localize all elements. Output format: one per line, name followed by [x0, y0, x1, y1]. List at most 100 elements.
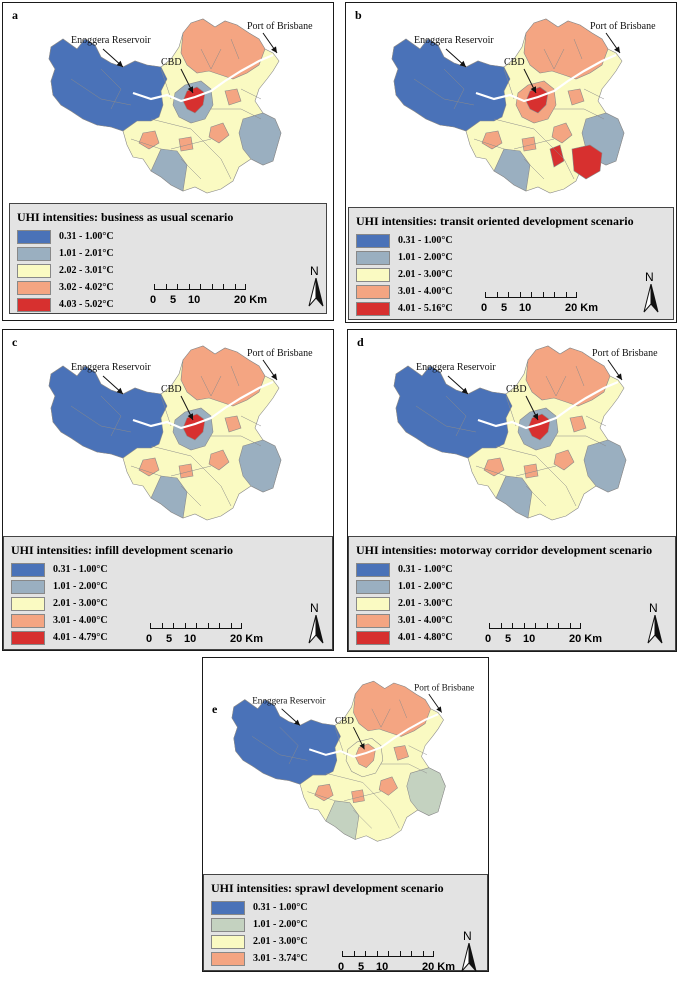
suburb-boundary	[583, 88, 605, 100]
map-region-hotspot	[138, 130, 160, 150]
suburb-boundary	[211, 108, 262, 120]
suburb-boundary	[160, 395, 172, 427]
legend-swatch	[356, 613, 390, 628]
panel-letter: b	[355, 8, 362, 22]
suburb-boundary	[190, 128, 232, 180]
reservoir-arrow-head	[116, 60, 123, 67]
scale-tick	[177, 284, 178, 290]
legend-item: 1.01 - 2.00°C	[11, 579, 108, 594]
legend-range-label: 3.01 - 4.00°C	[53, 615, 108, 626]
suburb-boundary	[240, 415, 262, 427]
legend: UHI intensities: motorway corridor devel…	[348, 536, 676, 651]
legend-item: 3.01 - 4.00°C	[11, 613, 108, 628]
suburb-boundary	[344, 791, 382, 802]
suburb-boundary	[230, 365, 240, 387]
scale-label: 20 Km	[565, 302, 599, 314]
map-region-hotspot	[393, 745, 409, 761]
north-arrow-icon: N	[306, 601, 326, 645]
legend-range-label: 4.01 - 4.80°C	[398, 632, 453, 643]
legend-range-label: 1.01 - 2.01°C	[59, 248, 114, 259]
legend-range-label: 3.01 - 3.74°C	[253, 953, 308, 964]
scale-bar: 0 5 10 20 Km	[150, 282, 280, 318]
scale-label: 0	[146, 633, 153, 645]
suburb-boundary	[100, 68, 122, 110]
map-region-east	[238, 439, 282, 493]
scale-tick	[188, 284, 190, 290]
map-panel-c: c Enoggera Reservoir CBD Port of Brisbane …	[2, 329, 334, 651]
suburb-boundary	[325, 772, 363, 783]
map-panel-a: a Enoggera Reservoir CBD Port of Brisbane …	[2, 2, 334, 321]
map-region-hotspot	[208, 449, 230, 471]
suburb-boundary	[445, 395, 467, 437]
suburb-boundary	[408, 745, 428, 756]
legend-item: 4.01 - 4.80°C	[356, 630, 453, 645]
map-region-northeast	[180, 18, 266, 80]
scale-tick	[508, 292, 509, 298]
suburb-boundary	[211, 435, 262, 447]
suburb-boundary	[230, 38, 240, 60]
legend-range-label: 3.01 - 4.00°C	[398, 286, 453, 297]
cbd-label: CBD	[504, 57, 525, 68]
scale-label: 20 Km	[569, 633, 603, 645]
port-label: Port of Brisbane	[414, 682, 474, 692]
legend-range-label: 2.02 - 3.01°C	[59, 265, 114, 276]
scale-tick	[500, 623, 502, 629]
legend-item: 2.01 - 3.00°C	[211, 934, 308, 949]
suburb-boundary	[399, 699, 407, 719]
port-arrow-head	[436, 706, 442, 713]
legend-item: 3.02 - 4.02°C	[17, 280, 114, 295]
reservoir-arrow-head	[459, 60, 466, 67]
suburb-boundary	[170, 465, 212, 477]
reservoir-label: Enoggera Reservoir	[414, 35, 494, 46]
north-label: N	[463, 929, 472, 943]
north-arrow-icon: N	[645, 601, 665, 645]
scale-tick	[223, 284, 224, 290]
reservoir-label: Enoggera Reservoir	[71, 362, 151, 373]
legend-range-label: 0.31 - 1.00°C	[398, 235, 453, 246]
legend-item: 4.01 - 5.16°C	[356, 301, 453, 316]
map-region-south	[150, 475, 188, 519]
legend-item: 3.01 - 3.74°C	[211, 951, 308, 966]
map-region-south	[325, 800, 360, 840]
scale-label: 5	[170, 294, 177, 306]
suburb-boundary	[475, 465, 507, 477]
legend-range-label: 1.01 - 2.00°C	[398, 581, 453, 592]
scale-tick	[496, 292, 498, 298]
legend: UHI intensities: business as usual scena…	[9, 203, 327, 314]
map-region-hotspot	[567, 88, 585, 106]
legend-range-label: 4.01 - 5.16°C	[398, 303, 453, 314]
legend-swatch	[11, 596, 45, 611]
map-region-hotspot	[481, 130, 503, 150]
cbd-label: CBD	[161, 57, 182, 68]
port-label: Port of Brisbane	[247, 21, 313, 32]
legend-range-label: 1.01 - 2.00°C	[398, 252, 453, 263]
cbd-label: CBD	[335, 716, 354, 726]
panel-letter: c	[12, 335, 18, 349]
north-arrow-icon: N	[641, 270, 661, 314]
legend-item: 0.31 - 1.00°C	[11, 562, 108, 577]
map-region-tod-hotspot	[571, 144, 603, 180]
map-region-hotspot	[224, 415, 242, 433]
suburb-boundary	[503, 68, 515, 100]
scale-bar: 0 5 10 20 Km	[146, 621, 276, 657]
legend-title: UHI intensities: motorway corridor devel…	[356, 543, 653, 557]
suburb-boundary	[170, 138, 212, 150]
map-region-tod-hotspot	[549, 144, 565, 168]
scale-label: 20 Km	[422, 961, 456, 973]
north-label: N	[310, 601, 319, 615]
scale-tick	[211, 284, 213, 290]
scale-label: 10	[184, 633, 197, 645]
map-region-south	[150, 148, 188, 192]
suburb-boundary	[413, 78, 475, 106]
legend-item: 2.01 - 3.00°C	[356, 596, 453, 611]
legend-range-label: 2.01 - 3.00°C	[253, 936, 308, 947]
map-region-hotspot	[178, 136, 194, 152]
scale-tick	[234, 284, 236, 290]
port-arrow-head	[271, 373, 277, 380]
port-arrow-head	[271, 46, 277, 53]
legend-swatch	[356, 233, 390, 248]
scale-label: 20 Km	[234, 294, 268, 306]
scale-tick	[365, 951, 366, 957]
map-region-south	[493, 148, 531, 192]
scale-tick	[219, 623, 220, 629]
